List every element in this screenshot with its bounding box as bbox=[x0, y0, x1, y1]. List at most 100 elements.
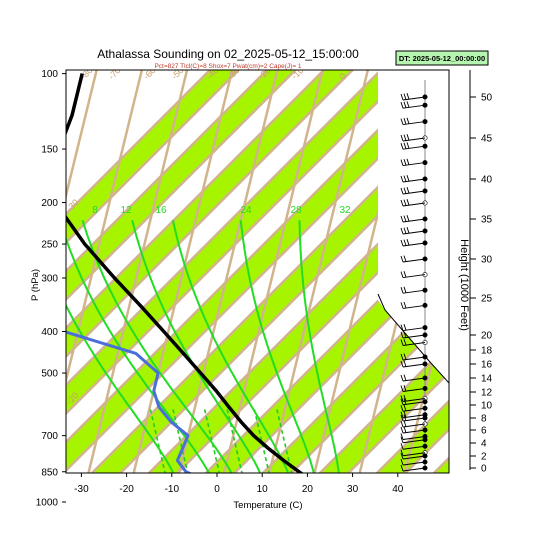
x-tick-label: -20 bbox=[119, 484, 134, 495]
moist-adiabat-line bbox=[239, 220, 315, 473]
wind-barb-flag bbox=[403, 324, 407, 331]
wind-barb-flag bbox=[406, 142, 410, 149]
height-tick-label: 10 bbox=[481, 401, 493, 412]
wind-barb bbox=[402, 274, 426, 279]
wind-barb-flag bbox=[403, 239, 407, 246]
dt-label: DT: 2025-05-12_00:00:00 bbox=[399, 54, 485, 63]
wind-barb bbox=[402, 436, 426, 440]
wind-barb bbox=[402, 398, 426, 402]
wind-barb-flag bbox=[403, 175, 407, 182]
wind-barb-flag bbox=[400, 426, 404, 434]
wind-barb-flag bbox=[400, 287, 404, 294]
p-tick-label: 400 bbox=[41, 327, 58, 338]
x-tick-label: 10 bbox=[257, 484, 269, 495]
dry-adiabat-line bbox=[375, 399, 449, 473]
band-label: -40 bbox=[204, 65, 220, 81]
band-green bbox=[481, 0, 540, 540]
wind-barb bbox=[402, 327, 426, 332]
wind-barb-flag bbox=[406, 93, 410, 100]
wind-barb-flag bbox=[403, 118, 407, 125]
wind-barb-flag bbox=[400, 360, 404, 368]
height-tick-label: 4 bbox=[481, 439, 487, 450]
wind-barb bbox=[402, 137, 426, 142]
wind-barb-flag bbox=[406, 239, 410, 246]
mixing-ratio-label: 24 bbox=[240, 205, 252, 216]
isotherm-line bbox=[448, 472, 449, 473]
wind-barb bbox=[402, 445, 426, 450]
wind-barb-flag bbox=[400, 464, 404, 472]
p-tick-label: 250 bbox=[41, 240, 58, 251]
y2-axis-label: Height (1000 Feet) bbox=[458, 239, 470, 331]
wind-barb bbox=[402, 121, 426, 126]
isotherm-line bbox=[222, 70, 324, 473]
wind-barb-flag bbox=[403, 215, 407, 222]
p-tick-label: 100 bbox=[41, 69, 58, 80]
dry-adiabat-line bbox=[261, 285, 449, 473]
wind-barb bbox=[402, 258, 426, 263]
x-tick-label: 30 bbox=[347, 484, 359, 495]
chart-title: Athalassa Sounding on 02_2025-05-12_15:0… bbox=[97, 47, 359, 61]
wind-barb-flag bbox=[403, 384, 407, 392]
wind-barb bbox=[402, 334, 426, 339]
wind-barb-flag bbox=[406, 117, 410, 124]
wind-barb bbox=[402, 178, 426, 183]
height-tick-label: 16 bbox=[481, 360, 493, 371]
dry-adiabat-line bbox=[318, 342, 449, 473]
wind-barb bbox=[402, 461, 426, 466]
height-tick-label: 40 bbox=[481, 175, 493, 186]
wind-barb-flag bbox=[400, 175, 404, 183]
moist-adiabat-line bbox=[171, 220, 290, 473]
wind-barb-flag bbox=[403, 255, 407, 262]
isotherm-line bbox=[0, 64, 53, 511]
wind-barb bbox=[402, 467, 426, 472]
height-tick-label: 14 bbox=[481, 374, 493, 385]
height-tick-label: 20 bbox=[481, 331, 493, 342]
x-tick-label: -10 bbox=[165, 484, 180, 495]
isotherm-line bbox=[486, 64, 540, 511]
wind-barb-flag bbox=[400, 199, 404, 207]
isotherm-line bbox=[0, 64, 8, 511]
x-tick-label: 0 bbox=[214, 484, 220, 495]
dry-adiabat-line bbox=[346, 370, 449, 473]
dry-adiabat-line bbox=[118, 142, 449, 473]
height-tick-label: 6 bbox=[481, 426, 487, 437]
wind-barb-flag bbox=[400, 374, 404, 382]
dt-box: DT: 2025-05-12_00:00:00 bbox=[395, 50, 489, 66]
band-label: -30 bbox=[225, 65, 241, 81]
height-tick-label: 12 bbox=[481, 388, 493, 399]
moist-adiabat-line bbox=[66, 235, 211, 473]
mixing-ratio-label: 32 bbox=[339, 205, 351, 216]
wind-barb-flag bbox=[403, 101, 407, 108]
isotherm-line bbox=[132, 70, 234, 473]
wind-barb bbox=[402, 342, 426, 346]
wind-barb-flag bbox=[406, 187, 410, 194]
band-label: -20 bbox=[256, 65, 272, 81]
wind-barb bbox=[402, 429, 426, 434]
isotherm-line bbox=[66, 70, 144, 386]
dry-adiabat-line bbox=[510, 0, 540, 540]
wind-barb-flag bbox=[403, 199, 407, 206]
wind-barb-flag bbox=[406, 158, 410, 165]
wind-barb-flag bbox=[403, 142, 407, 149]
p-tick-label: 200 bbox=[41, 198, 58, 209]
wind-barb-flag bbox=[400, 302, 404, 309]
wind-column bbox=[377, 70, 449, 473]
x-tick-label: -30 bbox=[74, 484, 89, 495]
wind-barb-flag bbox=[400, 118, 404, 125]
wind-barb-flag bbox=[400, 398, 404, 405]
wind-barb bbox=[402, 145, 426, 150]
dry-adiabat-line bbox=[289, 313, 449, 473]
wind-barb-flag bbox=[403, 360, 407, 367]
wind-barb-flag bbox=[400, 134, 404, 142]
mixing-ratio-label: 8 bbox=[92, 205, 98, 216]
x-axis-label: Temperature (C) bbox=[233, 500, 302, 511]
plot-frame bbox=[65, 69, 450, 474]
wind-barb-flag bbox=[400, 255, 404, 263]
x-tick-label: 40 bbox=[392, 484, 404, 495]
dry-adiabat-line bbox=[66, 70, 212, 216]
wind-barb-flag bbox=[403, 426, 407, 433]
wind-barb-flag bbox=[400, 331, 404, 339]
y-axis-label: P (hPa) bbox=[30, 269, 41, 301]
